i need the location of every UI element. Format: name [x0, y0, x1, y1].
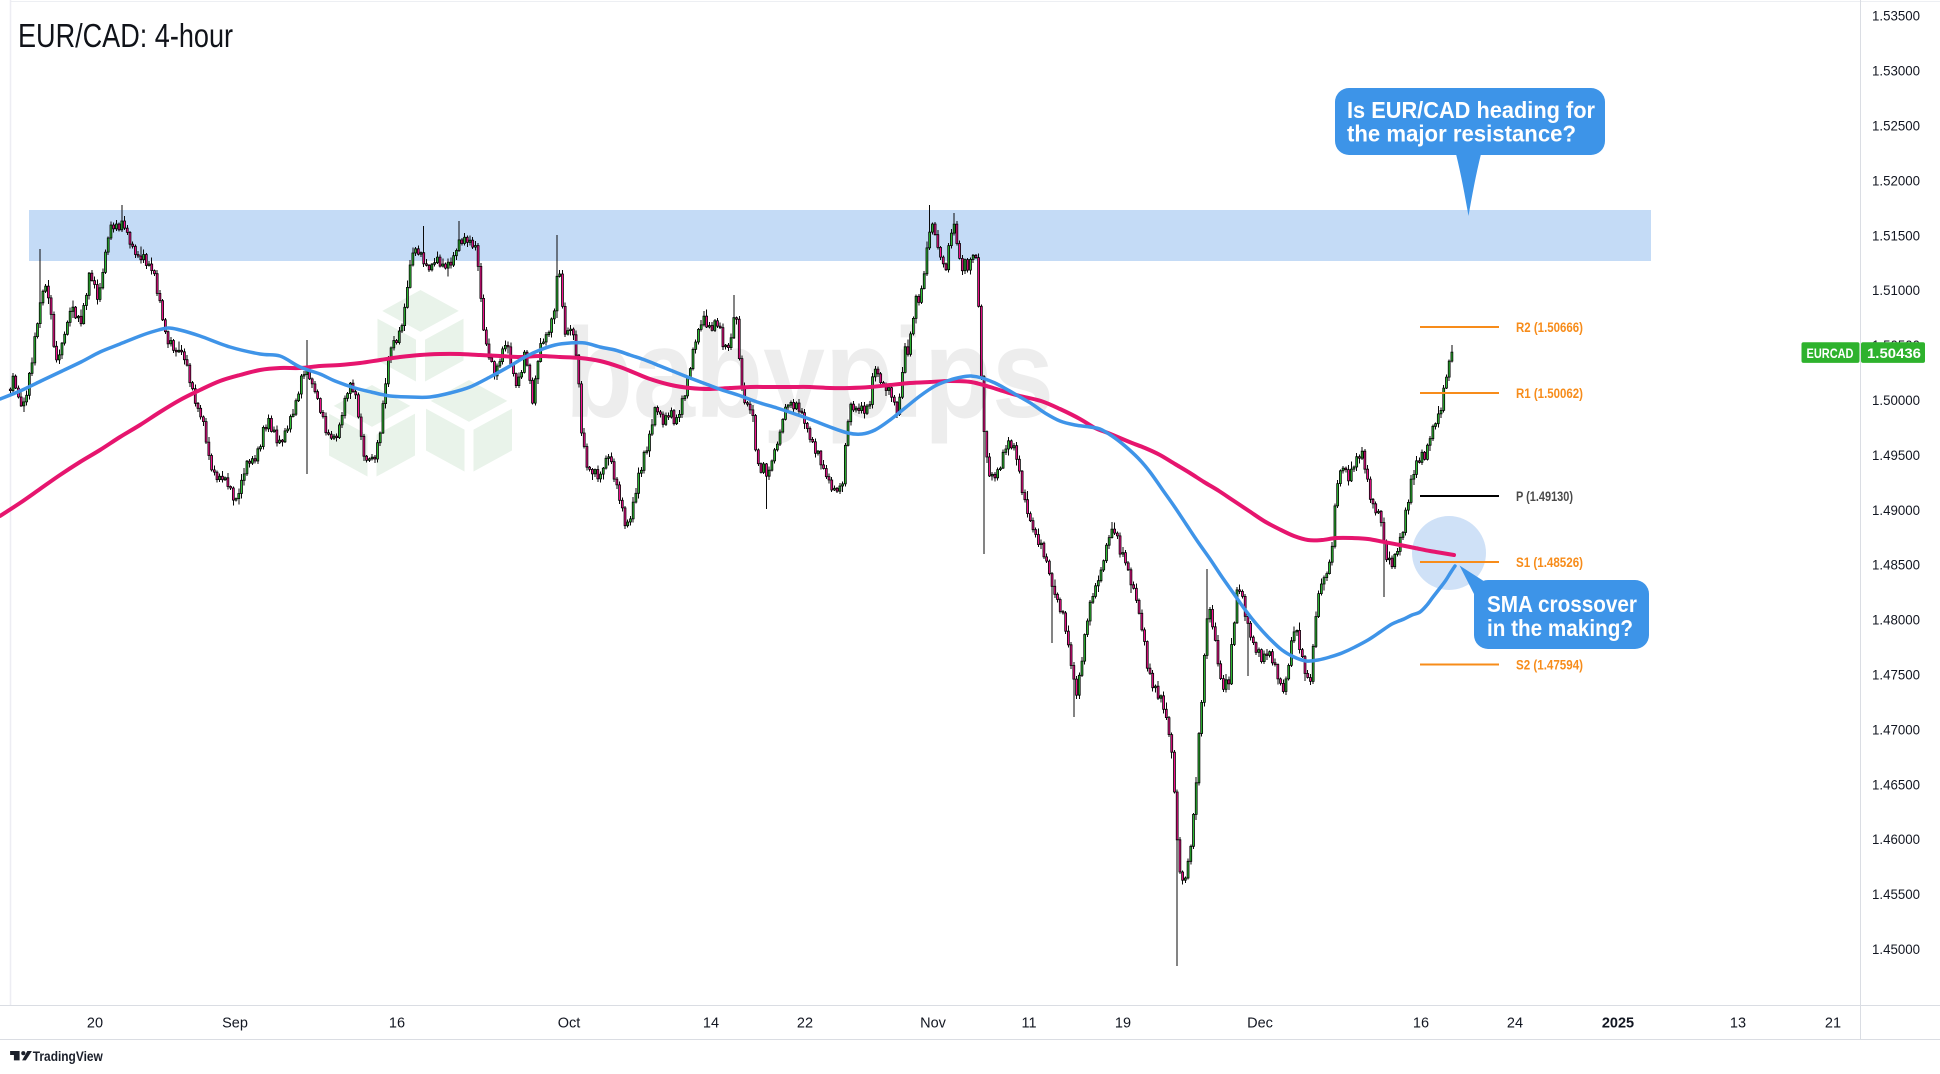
svg-text:TradingView: TradingView [33, 1049, 103, 1064]
svg-text:2025: 2025 [1602, 1016, 1634, 1032]
svg-text:16: 16 [389, 1016, 405, 1032]
svg-text:1.47000: 1.47000 [1872, 721, 1920, 737]
svg-text:1.51000: 1.51000 [1872, 282, 1920, 298]
svg-text:Dec: Dec [1247, 1016, 1273, 1032]
svg-text:1.53500: 1.53500 [1872, 8, 1920, 24]
svg-text:1.45500: 1.45500 [1872, 886, 1920, 902]
svg-text:Is EUR/CAD heading for: Is EUR/CAD heading for [1347, 97, 1595, 123]
svg-text:1.52000: 1.52000 [1872, 172, 1920, 188]
svg-text:1.46500: 1.46500 [1872, 776, 1920, 792]
svg-text:1.50000: 1.50000 [1872, 392, 1920, 408]
svg-text:1.49000: 1.49000 [1872, 502, 1920, 518]
svg-text:1.48500: 1.48500 [1872, 557, 1920, 573]
svg-text:22: 22 [797, 1016, 813, 1032]
svg-text:1.48000: 1.48000 [1872, 612, 1920, 628]
svg-text:21: 21 [1825, 1016, 1841, 1032]
svg-text:1.50436: 1.50436 [1867, 346, 1922, 361]
svg-text:the major resistance?: the major resistance? [1347, 121, 1576, 147]
svg-text:Sep: Sep [222, 1016, 248, 1032]
svg-text:S2 (1.47594): S2 (1.47594) [1516, 658, 1583, 673]
svg-text:S1 (1.48526): S1 (1.48526) [1516, 555, 1583, 570]
svg-text:1.52500: 1.52500 [1872, 118, 1920, 134]
svg-text:16: 16 [1413, 1016, 1429, 1032]
svg-text:1.46000: 1.46000 [1872, 831, 1920, 847]
svg-text:EURCAD: EURCAD [1807, 346, 1854, 361]
svg-text:EUR/CAD: 4-hour: EUR/CAD: 4-hour [18, 17, 233, 54]
svg-text:Nov: Nov [920, 1016, 947, 1032]
svg-text:11: 11 [1021, 1016, 1036, 1032]
svg-text:1.51500: 1.51500 [1872, 227, 1920, 243]
svg-text:SMA crossover: SMA crossover [1487, 591, 1637, 617]
svg-text:19: 19 [1115, 1016, 1131, 1032]
svg-text:24: 24 [1507, 1016, 1523, 1032]
svg-text:14: 14 [703, 1016, 719, 1032]
svg-text:Oct: Oct [558, 1016, 581, 1032]
svg-text:1.53000: 1.53000 [1872, 63, 1920, 79]
svg-text:1.49500: 1.49500 [1872, 447, 1920, 463]
svg-text:R2 (1.50666): R2 (1.50666) [1516, 320, 1583, 335]
svg-text:R1 (1.50062): R1 (1.50062) [1516, 386, 1583, 401]
svg-text:20: 20 [87, 1016, 103, 1032]
svg-text:P (1.49130): P (1.49130) [1516, 489, 1573, 504]
svg-text:in the making?: in the making? [1487, 615, 1633, 641]
svg-text:1.45000: 1.45000 [1872, 941, 1920, 957]
svg-text:13: 13 [1730, 1016, 1746, 1032]
svg-text:1.47500: 1.47500 [1872, 667, 1920, 683]
